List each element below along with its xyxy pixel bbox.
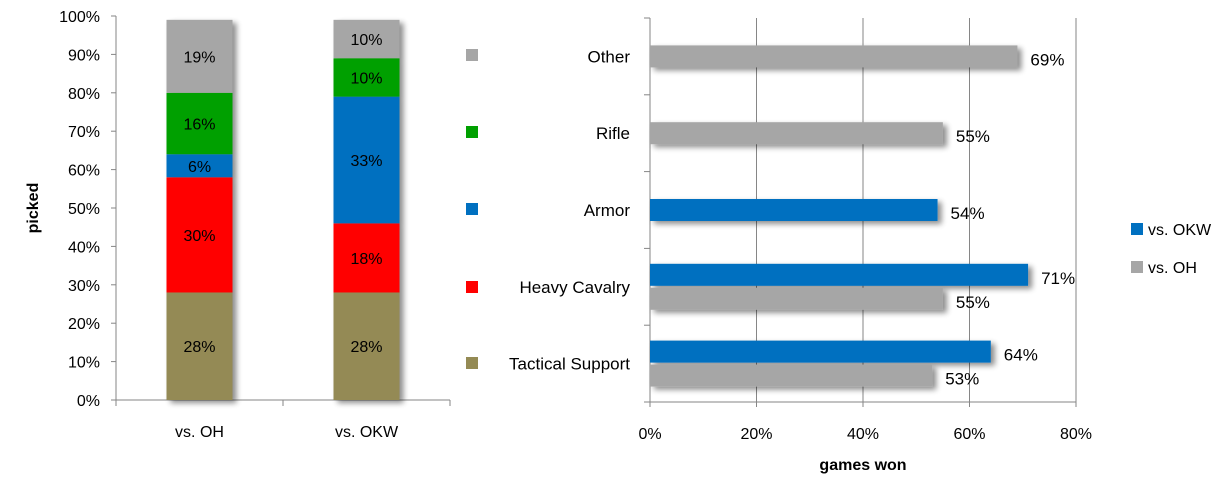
right-x-tick-label: 60% — [953, 426, 985, 443]
data-label: 33% — [350, 153, 382, 170]
data-label: 30% — [183, 228, 215, 245]
legend-swatch-heavy-cavalry — [466, 281, 478, 293]
games-won-bar-chart: 0% 20% 40% 60% 80% Tactical Support Heavy Cava… — [509, 17, 1212, 474]
data-label: 55% — [956, 293, 990, 312]
right-legend: vs. OKW vs. OH — [1131, 222, 1212, 277]
legend-swatch-tactical-support — [466, 357, 478, 369]
stacked-bar-vs-okw — [333, 19, 400, 400]
data-label: 10% — [350, 32, 382, 49]
right-bars — [650, 45, 1029, 387]
left-y-tick-label: 80% — [68, 86, 100, 103]
data-label: 53% — [945, 370, 979, 389]
legend-swatch-armor — [466, 203, 478, 215]
right-y-tick-label: Tactical Support — [509, 355, 630, 374]
bar-segment-armor — [166, 154, 233, 178]
bar-vs-okw-tactical-support — [650, 340, 991, 363]
bar-segment-other — [166, 19, 233, 93]
legend-swatch-other — [466, 49, 478, 61]
data-label: 16% — [183, 117, 215, 134]
right-x-tick-label: 80% — [1060, 426, 1092, 443]
data-label: 28% — [350, 339, 382, 356]
right-x-tick-label: 40% — [847, 426, 879, 443]
left-y-tick-label: 60% — [68, 163, 100, 180]
data-label: 28% — [183, 339, 215, 356]
data-label: 10% — [350, 70, 382, 87]
left-axes: 0% 10% 20% 30% 40% 50% 60% 70% 80% 90% 100% vs. OH v… — [59, 9, 451, 441]
legend-swatch-vs-oh — [1131, 261, 1143, 273]
right-y-tick-label: Armor — [584, 201, 631, 220]
legend-label: vs. OH — [1148, 260, 1197, 277]
left-x-tick-label: vs. OKW — [335, 424, 399, 441]
bar-vs-oh-rifle — [650, 122, 943, 145]
left-bars — [166, 19, 400, 400]
left-y-tick-label: 90% — [68, 47, 100, 64]
left-y-tick-label: 30% — [68, 278, 100, 295]
left-data-labels: 28% 30% 6% 16% 19% 28% 18% 33% 10% 10% — [183, 32, 382, 356]
bar-segment-heavy-cavalry — [333, 223, 400, 293]
left-y-tick-label: 20% — [68, 316, 100, 333]
right-x-tick-label: 0% — [638, 426, 661, 443]
bar-vs-oh-tactical-support — [650, 364, 933, 387]
stacked-bar-vs-oh — [166, 19, 233, 400]
legend-label: vs. OKW — [1148, 222, 1212, 239]
bar-vs-okw-armor — [650, 199, 938, 221]
left-y-tick-label: 50% — [68, 201, 100, 218]
left-y-axis-title: picked — [25, 183, 42, 234]
bar-vs-okw-heavy-cavalry — [650, 263, 1029, 286]
left-y-tick-label: 70% — [68, 124, 100, 141]
bar-segment-heavy-cavalry — [166, 177, 233, 293]
left-y-tick-label: 40% — [68, 239, 100, 256]
bar-segment-armor — [333, 96, 400, 224]
bar-segment-rifle — [333, 58, 400, 97]
data-label: 6% — [188, 159, 211, 176]
data-label: 18% — [350, 251, 382, 268]
legend-swatch-rifle — [466, 126, 478, 138]
left-legend — [466, 49, 478, 369]
bar-vs-oh-other — [650, 45, 1018, 68]
left-y-tick-label: 100% — [59, 9, 100, 26]
bar-segment-tactical-support — [333, 292, 400, 400]
bar-vs-oh-heavy-cavalry — [650, 287, 943, 310]
data-label: 64% — [1004, 346, 1038, 365]
bar-segment-rifle — [166, 92, 233, 155]
bar-segment-tactical-support — [166, 292, 233, 400]
right-x-axis-title: games won — [819, 457, 906, 474]
right-x-tick-label: 20% — [740, 426, 772, 443]
data-label: 71% — [1041, 269, 1075, 288]
left-x-tick-label: vs. OH — [175, 424, 224, 441]
right-data-labels: 64% 53% 71% 55% 54% 55% 69% — [945, 50, 1075, 388]
left-y-tick-label: 10% — [68, 355, 100, 372]
data-label: 54% — [951, 204, 985, 223]
data-label: 69% — [1030, 50, 1064, 69]
data-label: 19% — [183, 49, 215, 66]
picked-stacked-chart: 0% 10% 20% 30% 40% 50% 60% 70% 80% 90% 100% vs. OH v… — [25, 9, 478, 441]
right-y-tick-label: Other — [587, 47, 630, 66]
right-axes: 0% 20% 40% 60% 80% Tactical Support Heavy Cava… — [509, 17, 1092, 443]
bar-segment-other — [333, 19, 400, 59]
right-y-tick-label: Rifle — [596, 124, 630, 143]
legend-swatch-vs-okw — [1131, 223, 1143, 235]
left-y-tick-label: 0% — [77, 393, 100, 410]
right-y-tick-label: Heavy Cavalry — [519, 278, 630, 297]
data-label: 55% — [956, 127, 990, 146]
